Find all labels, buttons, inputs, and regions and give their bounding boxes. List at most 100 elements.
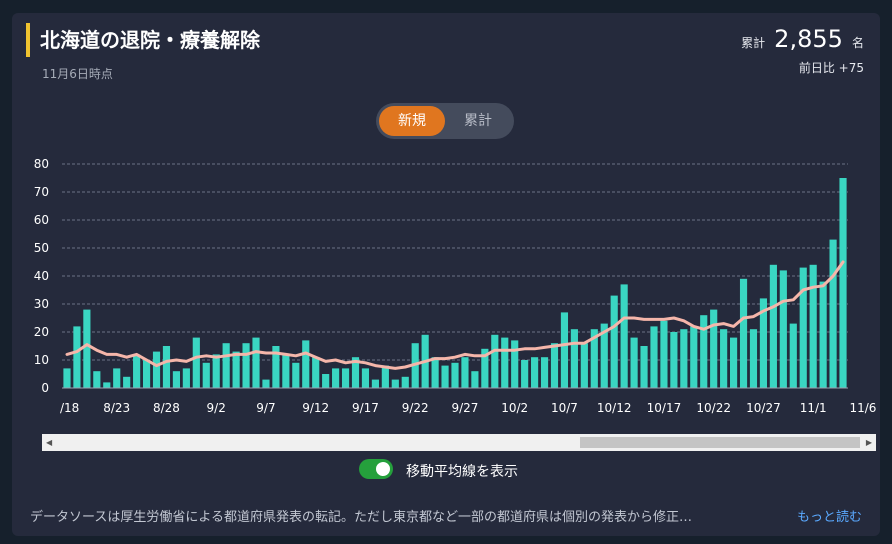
bar — [580, 343, 588, 388]
bar — [451, 362, 459, 388]
moving-average-line — [65, 260, 845, 370]
bar — [779, 270, 787, 388]
bar — [550, 343, 559, 388]
bar — [710, 309, 718, 388]
bar — [222, 343, 230, 388]
y-tick-label: 0 — [41, 381, 49, 395]
y-tick-label: 80 — [34, 157, 49, 171]
chart-scrollbar[interactable]: ◀ ▶ — [42, 434, 876, 451]
bar — [441, 365, 449, 388]
bar — [123, 376, 131, 388]
total-label: 累計 — [741, 36, 766, 50]
data-source-note: データソースは厚生労働省による都道府県発表の転記。ただし東京都など一部の都道府県… — [30, 510, 692, 525]
bar — [759, 298, 768, 388]
bar — [700, 315, 708, 388]
x-tick-label: 9/27 — [451, 401, 478, 415]
x-tick-label: 10/7 — [551, 401, 578, 415]
bar — [381, 365, 389, 388]
bar — [650, 326, 658, 388]
moving-average-switch[interactable] — [359, 459, 393, 479]
bar — [312, 357, 320, 388]
day-over-day-diff: 前日比 +75 — [798, 61, 864, 75]
bar — [232, 351, 240, 388]
bar — [341, 368, 350, 388]
read-more-link[interactable]: もっと読む — [796, 510, 862, 525]
total-value: 2,855 — [774, 25, 843, 53]
bar — [192, 337, 200, 388]
bar — [739, 278, 748, 388]
view-toggle: 新規 累計 — [376, 103, 514, 139]
bar — [501, 337, 509, 388]
bar — [630, 337, 638, 388]
total-unit: 名 — [851, 36, 864, 50]
bar — [242, 343, 250, 388]
bar — [103, 382, 111, 388]
x-tick-label: 9/12 — [302, 401, 329, 415]
bar — [590, 329, 598, 388]
y-tick-label: 30 — [34, 297, 49, 311]
bar — [282, 354, 290, 388]
bar — [610, 295, 618, 388]
x-tick-label: 10/12 — [597, 401, 632, 415]
switch-knob — [376, 462, 390, 476]
bar — [262, 379, 270, 388]
bar — [660, 320, 668, 388]
y-tick-label: 40 — [34, 269, 49, 283]
bar — [749, 329, 758, 388]
bar — [83, 309, 91, 388]
y-tick-label: 50 — [34, 241, 49, 255]
bar — [162, 346, 171, 388]
bar — [471, 371, 479, 388]
bar — [769, 264, 777, 388]
bar — [560, 312, 569, 388]
scroll-right-icon[interactable]: ▶ — [865, 438, 872, 447]
bar — [640, 346, 648, 388]
bar — [361, 368, 370, 388]
bar — [142, 360, 151, 388]
y-tick-label: 70 — [34, 185, 49, 199]
bar — [540, 357, 549, 388]
tab-new[interactable]: 新規 — [379, 106, 445, 136]
bar — [670, 332, 678, 388]
scroll-left-icon[interactable]: ◀ — [46, 438, 53, 447]
x-tick-label: 9/22 — [402, 401, 429, 415]
moving-average-label: 移動平均線を表示 — [406, 464, 518, 480]
bar — [829, 239, 837, 388]
bar — [182, 368, 190, 388]
x-tick-label: /18 — [60, 401, 79, 415]
x-tick-label: 10/2 — [501, 401, 528, 415]
bar — [600, 323, 608, 388]
x-tick-label: 8/28 — [153, 401, 180, 415]
bar — [202, 362, 210, 388]
bar — [839, 178, 847, 388]
bar — [481, 348, 489, 388]
x-tick-label: 9/2 — [207, 401, 226, 415]
bar — [351, 357, 360, 388]
total-summary: 累計 2,855 名 — [741, 25, 864, 53]
bar — [431, 357, 439, 388]
x-tick-label: 10/22 — [696, 401, 731, 415]
bar — [809, 264, 817, 388]
x-tick-label: 11/1 — [800, 401, 827, 415]
scrollbar-thumb[interactable] — [580, 437, 860, 448]
bar — [620, 284, 628, 388]
tab-cumulative[interactable]: 累計 — [464, 113, 492, 129]
bar — [113, 368, 121, 388]
title-accent-bar — [26, 23, 30, 57]
bar — [371, 379, 379, 388]
x-tick-label: 10/27 — [746, 401, 781, 415]
bar — [690, 326, 698, 388]
bar — [152, 351, 161, 388]
bar — [172, 371, 180, 388]
x-tick-label: 10/17 — [647, 401, 682, 415]
y-tick-label: 10 — [34, 353, 49, 367]
bar — [332, 368, 340, 388]
x-tick-label: 9/17 — [352, 401, 379, 415]
bar — [391, 379, 399, 388]
bar — [521, 360, 529, 388]
x-tick-label: 8/23 — [103, 401, 130, 415]
bar — [272, 346, 280, 388]
bar — [302, 340, 310, 388]
bar — [730, 337, 738, 388]
